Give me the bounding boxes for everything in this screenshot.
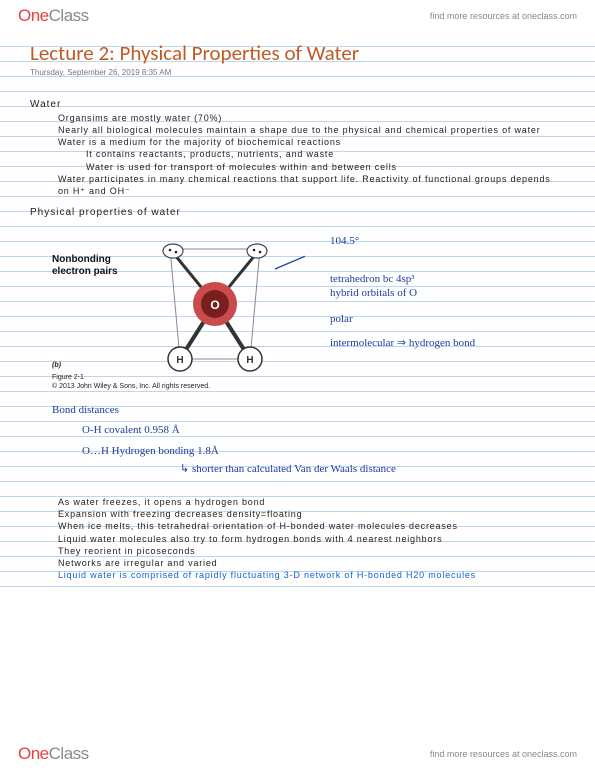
page-header: OneClass find more resources at oneclass… <box>0 0 595 32</box>
water-notes: Organsims are mostly water (70%) Nearly … <box>30 112 565 197</box>
page-footer: OneClass find more resources at oneclass… <box>0 738 595 770</box>
section-physical: Physical properties of water <box>30 207 565 218</box>
svg-text:H: H <box>246 355 253 366</box>
note-line: It contains reactants, products, nutrien… <box>86 148 565 160</box>
brand-logo-footer: OneClass <box>18 744 89 764</box>
note-line: Nearly all biological molecules maintain… <box>58 124 565 136</box>
hw-angle: 104.5° <box>330 234 359 248</box>
figure-copyright: © 2013 John Wiley & Sons, Inc. All right… <box>52 383 210 390</box>
date-line: Thursday, September 26, 2019 8:35 AM <box>30 68 565 77</box>
section-water: Water <box>30 99 565 110</box>
note-line: Expansion with freezing decreases densit… <box>58 508 565 520</box>
figure-number: Figure 2-1 <box>52 374 84 381</box>
lower-notes: As water freezes, it opens a hydrogen bo… <box>30 496 565 581</box>
page-body: Lecture 2: Physical Properties of Water … <box>0 32 595 589</box>
water-molecule-diagram: O H H <box>125 229 305 379</box>
svg-text:O: O <box>210 298 219 312</box>
brand-logo: OneClass <box>18 6 89 26</box>
hw-oh-hbond: O…H Hydrogen bonding 1.8Å <box>82 444 565 458</box>
brand-class: Class <box>49 6 89 26</box>
note-line: When ice melts, this tetrahedral orienta… <box>58 520 565 532</box>
hw-vdw-note: ↳ shorter than calculated Van der Waals … <box>180 462 565 476</box>
hw-tetra-1: tetrahedron bc 4sp³ <box>330 272 415 286</box>
label-nonbonding-1: Nonbonding <box>52 254 111 265</box>
hw-bond-distances: Bond distances <box>52 403 565 417</box>
brand-class-footer: Class <box>49 744 89 764</box>
diagram-zone: Nonbonding electron pairs O <box>30 224 565 399</box>
label-nonbonding-2: electron pairs <box>52 266 118 277</box>
summary-line: Liquid water is comprised of rapidly flu… <box>58 569 565 581</box>
svg-text:H: H <box>176 355 183 366</box>
hw-intermolecular: intermolecular ⇒ hydrogen bond <box>330 336 475 350</box>
note-line: Organsims are mostly water (70%) <box>58 112 565 124</box>
note-line: They reorient in picoseconds <box>58 545 565 557</box>
note-line: Liquid water molecules also try to form … <box>58 533 565 545</box>
page-title: Lecture 2: Physical Properties of Water <box>30 40 565 66</box>
note-line: Networks are irregular and varied <box>58 557 565 569</box>
brand-one-footer: One <box>18 744 49 764</box>
brand-one: One <box>18 6 49 26</box>
note-line: Water is a medium for the majority of bi… <box>58 136 565 148</box>
note-line: As water freezes, it opens a hydrogen bo… <box>58 496 565 508</box>
tagline-top[interactable]: find more resources at oneclass.com <box>430 11 577 21</box>
hw-tetra-2: hybrid orbitals of O <box>330 286 417 300</box>
note-line: Water is used for transport of molecules… <box>86 161 565 173</box>
hw-oh-covalent: O-H covalent 0.958 Å <box>82 423 565 437</box>
hw-polar: polar <box>330 312 353 326</box>
tagline-bottom[interactable]: find more resources at oneclass.com <box>430 749 577 759</box>
note-line: Water participates in many chemical reac… <box>58 173 565 197</box>
figure-part: (b) <box>52 362 61 369</box>
